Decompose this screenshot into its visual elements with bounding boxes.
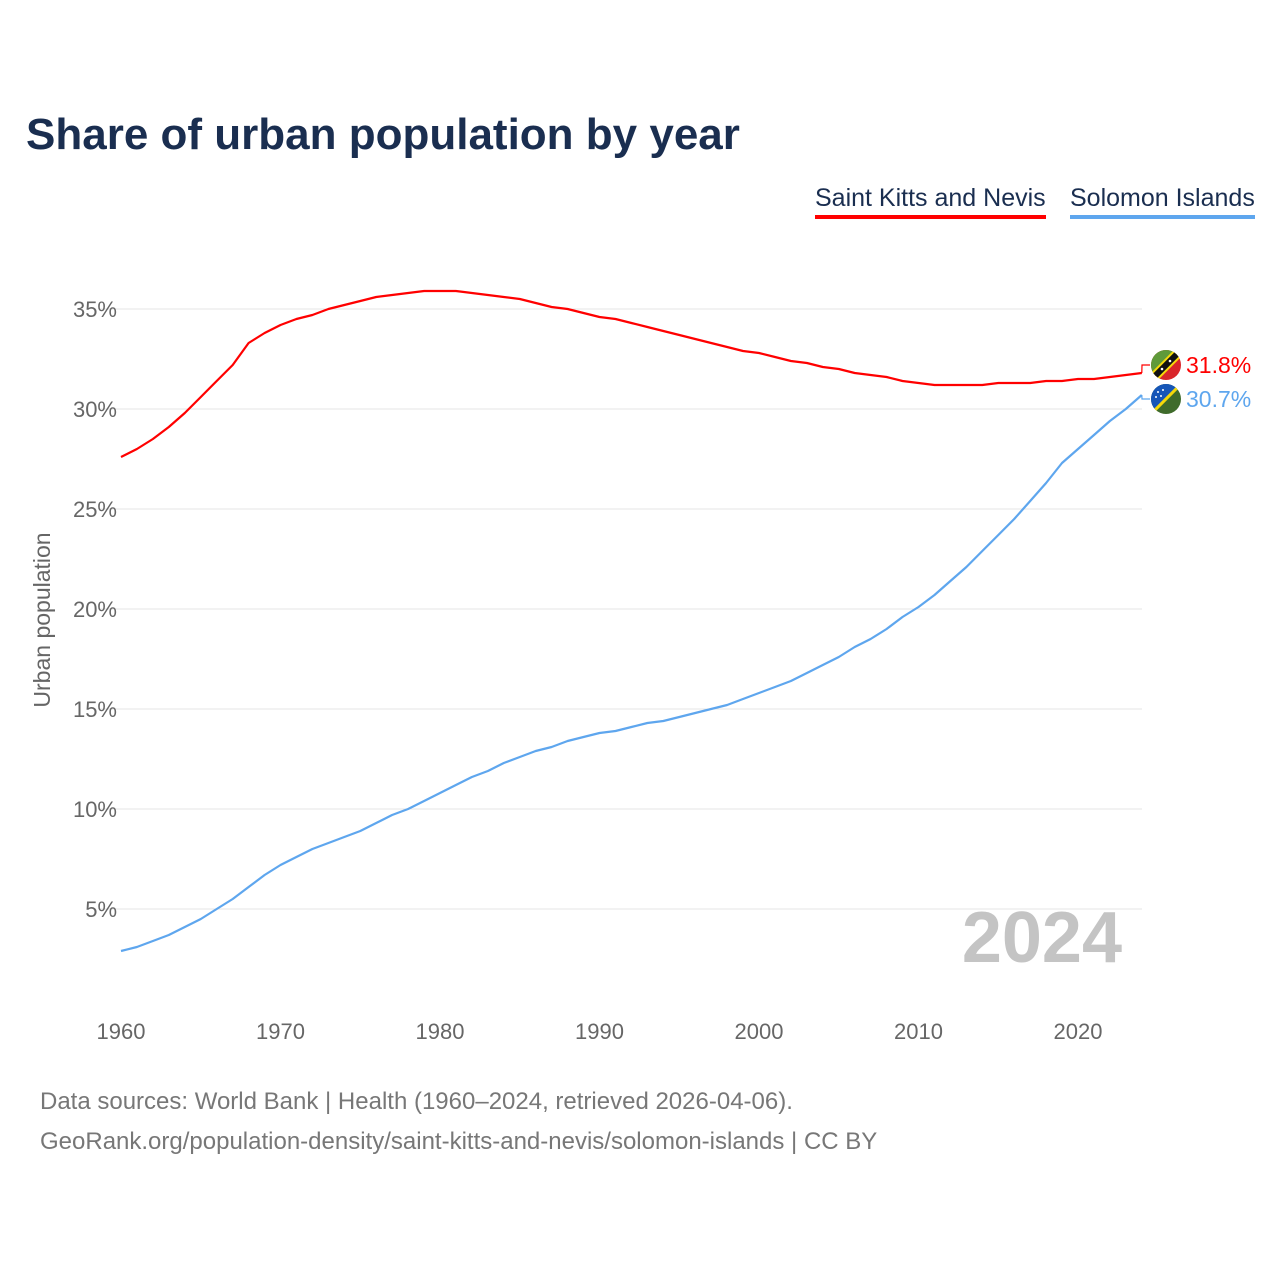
end-label-saint-kitts-and-nevis: 31.8%	[1186, 352, 1251, 378]
y-tick-label: 20%	[73, 597, 117, 622]
y-tick-label: 25%	[73, 497, 117, 522]
source-line: Data sources: World Bank | Health (1960–…	[40, 1088, 793, 1115]
x-tick-label: 1970	[256, 1019, 305, 1044]
x-tick-label: 1990	[575, 1019, 624, 1044]
x-tick-label: 1980	[416, 1019, 465, 1044]
series-line-solomon-islands	[120, 394, 1143, 953]
x-tick-label: 2010	[894, 1019, 943, 1044]
x-tick-label: 2020	[1054, 1019, 1103, 1044]
source-link[interactable]: GeoRank.org/population-density/saint-kit…	[40, 1128, 878, 1155]
y-tick-label: 15%	[73, 697, 117, 722]
legend-saint-kitts-and-nevis[interactable]: Saint Kitts and Nevis	[815, 184, 1046, 219]
x-tick-label: 1960	[97, 1019, 146, 1044]
year-watermark: 2024	[962, 898, 1122, 978]
y-tick-label: 35%	[73, 297, 117, 322]
y-tick-label: 5%	[85, 897, 117, 922]
end-label-connector	[1141, 394, 1150, 400]
legend-solomon-islands[interactable]: Solomon Islands	[1070, 184, 1255, 219]
y-tick-label: 10%	[73, 797, 117, 822]
x-tick-label: 2000	[735, 1019, 784, 1044]
y-axis-label: Urban population	[29, 532, 55, 707]
end-label-solomon-islands: 30.7%	[1186, 386, 1251, 412]
flag-solomon-islands-icon	[1151, 384, 1181, 414]
chart-title: Share of urban population by year	[26, 110, 740, 159]
flag-saint-kitts-and-nevis-icon	[1151, 350, 1181, 380]
y-tick-label: 30%	[73, 397, 117, 422]
end-label-connector	[1141, 364, 1150, 374]
series-line-saint-kitts-and-nevis	[120, 289, 1142, 458]
